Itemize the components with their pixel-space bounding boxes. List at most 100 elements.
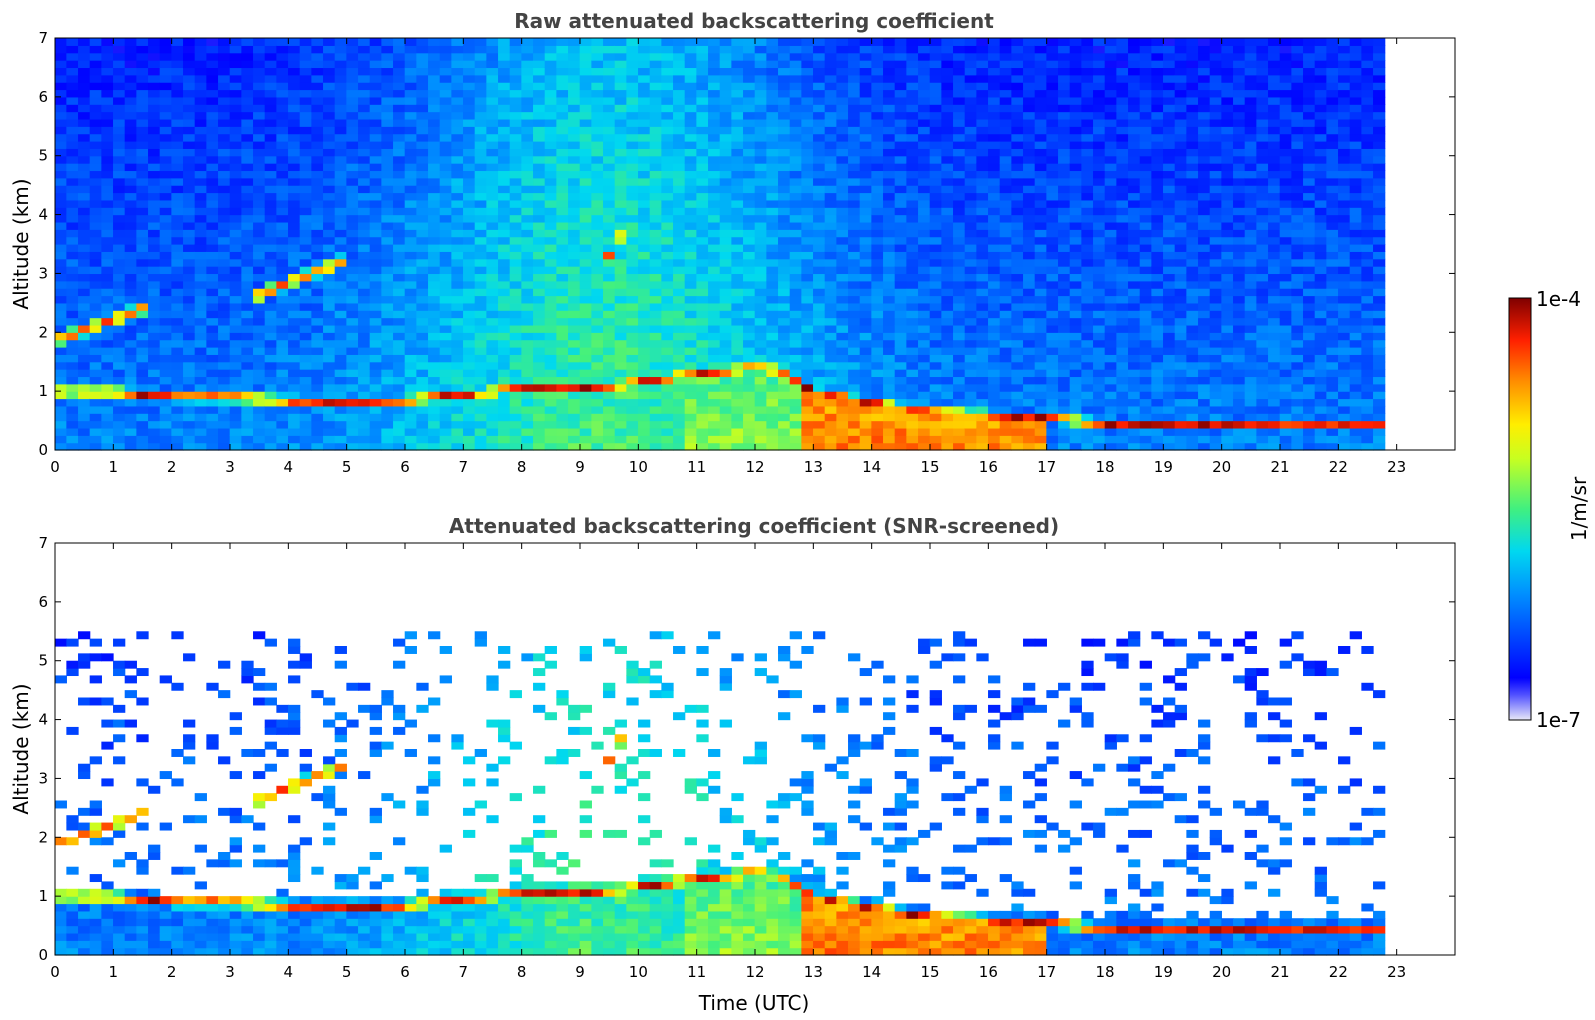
- heatmap-cell: [1046, 317, 1059, 326]
- heatmap-cell: [778, 376, 791, 385]
- heatmap-cell: [66, 398, 79, 407]
- heatmap-cell: [673, 207, 686, 216]
- heatmap-cell: [323, 118, 336, 127]
- heatmap-cell: [1034, 273, 1047, 282]
- heatmap-cell: [673, 295, 686, 304]
- heatmap-cell: [253, 302, 266, 311]
- heatmap-cell: [976, 369, 989, 378]
- heatmap-cell: [381, 104, 394, 113]
- heatmap-cell: [871, 45, 884, 54]
- heatmap-cell: [999, 38, 1012, 46]
- heatmap-cell: [136, 199, 149, 208]
- heatmap-cell: [591, 347, 604, 355]
- heatmap-cell: [568, 332, 581, 341]
- heatmap-cell: [918, 67, 931, 76]
- heatmap-cell: [533, 435, 546, 444]
- heatmap-cell: [264, 332, 277, 341]
- heatmap-cell: [404, 96, 417, 105]
- heatmap-cell: [358, 155, 371, 164]
- heatmap-cell: [206, 74, 219, 83]
- heatmap-cell: [801, 141, 814, 149]
- heatmap-cell: [381, 361, 394, 370]
- heatmap-cell: [999, 354, 1012, 363]
- heatmap-cell: [813, 141, 826, 149]
- heatmap-cell: [556, 89, 569, 98]
- heatmap-cell: [463, 266, 476, 275]
- heatmap-cell: [766, 118, 779, 127]
- heatmap-cell: [299, 413, 312, 422]
- heatmap-cell: [941, 324, 954, 333]
- heatmap-cell: [136, 427, 149, 436]
- heatmap-cell: [299, 38, 312, 46]
- heatmap-cell: [404, 170, 417, 179]
- heatmap-cell: [719, 302, 732, 311]
- heatmap-cell: [171, 317, 184, 326]
- heatmap-cell: [813, 229, 826, 238]
- heatmap-cell: [113, 185, 126, 194]
- heatmap-cell: [988, 133, 1001, 142]
- heatmap-cell: [148, 229, 161, 238]
- heatmap-cell: [1023, 405, 1036, 414]
- heatmap-cell: [941, 332, 954, 341]
- heatmap-cell: [194, 420, 207, 429]
- heatmap-cell: [766, 339, 779, 348]
- heatmap-cell: [498, 96, 511, 105]
- heatmap-cell: [241, 295, 254, 304]
- heatmap-cell: [743, 170, 756, 179]
- heatmap-cell: [498, 266, 511, 275]
- heatmap-cell: [859, 383, 872, 392]
- heatmap-cell: [439, 45, 452, 54]
- heatmap-cell: [929, 347, 942, 355]
- heatmap-cell: [964, 104, 977, 113]
- heatmap-cell: [684, 163, 697, 172]
- heatmap-cell: [334, 332, 347, 341]
- heatmap-cell: [859, 376, 872, 385]
- heatmap-cell: [719, 192, 732, 201]
- heatmap-cell: [533, 317, 546, 326]
- heatmap-cell: [218, 413, 231, 422]
- heatmap-cell: [404, 420, 417, 429]
- heatmap-cell: [218, 67, 231, 76]
- heatmap-cell: [381, 74, 394, 83]
- heatmap-cell: [113, 177, 126, 186]
- heatmap-cell: [1034, 82, 1047, 91]
- heatmap-cell: [673, 38, 686, 46]
- heatmap-cell: [871, 141, 884, 149]
- heatmap-cell: [206, 199, 219, 208]
- heatmap-cell: [556, 258, 569, 267]
- heatmap-cell: [988, 74, 1001, 83]
- heatmap-cell: [614, 221, 627, 230]
- heatmap-cell: [218, 376, 231, 385]
- heatmap-cell: [719, 288, 732, 297]
- heatmap-cell: [649, 391, 662, 400]
- heatmap-cell: [486, 288, 499, 297]
- heatmap-cell: [451, 52, 464, 61]
- heatmap-cell: [754, 354, 767, 363]
- heatmap-cell: [486, 398, 499, 407]
- heatmap-cell: [883, 221, 896, 230]
- heatmap-cell: [941, 258, 954, 267]
- heatmap-cell: [591, 288, 604, 297]
- heatmap-cell: [1081, 67, 1094, 76]
- heatmap-cell: [1046, 133, 1059, 142]
- heatmap-cell: [509, 376, 522, 385]
- heatmap-cell: [299, 442, 312, 451]
- heatmap-cell: [894, 376, 907, 385]
- heatmap-cell: [848, 398, 861, 407]
- heatmap-cell: [136, 148, 149, 157]
- heatmap-cell: [859, 258, 872, 267]
- heatmap-cell: [428, 391, 441, 400]
- heatmap-cell: [964, 280, 977, 289]
- heatmap-cell: [288, 413, 301, 422]
- heatmap-cell: [719, 126, 732, 135]
- heatmap-cell: [533, 288, 546, 297]
- heatmap-cell: [439, 405, 452, 414]
- heatmap-cell: [929, 52, 942, 61]
- heatmap-cell: [953, 126, 966, 135]
- heatmap-cell: [626, 405, 639, 414]
- heatmap-cell: [393, 96, 406, 105]
- heatmap-cell: [708, 74, 721, 83]
- heatmap-cell: [708, 45, 721, 54]
- heatmap-cell: [883, 111, 896, 120]
- heatmap-cell: [1069, 67, 1082, 76]
